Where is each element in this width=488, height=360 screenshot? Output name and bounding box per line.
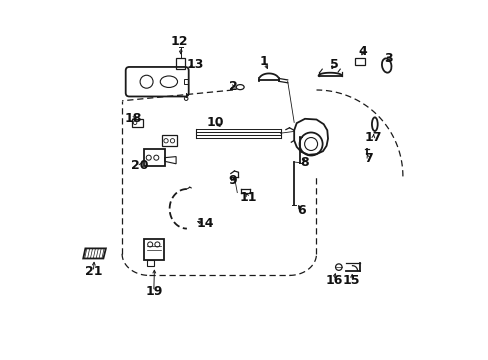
Bar [176,58,185,69]
Text: 11: 11 [239,191,256,204]
Bar [162,135,177,146]
Text: 1: 1 [260,55,268,68]
Text: 8: 8 [300,156,309,169]
Text: 21: 21 [84,265,102,278]
Text: 12: 12 [170,35,187,48]
Text: 14: 14 [196,217,213,230]
Bar [355,58,365,65]
Bar [183,79,188,84]
Bar [146,260,154,266]
Text: 6: 6 [297,204,305,217]
Text: 13: 13 [186,58,203,71]
Bar [144,239,164,260]
Text: 20: 20 [131,159,148,172]
Text: 3: 3 [384,52,392,65]
Text: 17: 17 [364,131,381,144]
Text: 7: 7 [364,152,372,165]
Bar [132,119,142,127]
Text: 19: 19 [145,285,162,298]
Text: 15: 15 [342,274,360,287]
Bar [143,149,164,166]
Text: 16: 16 [325,274,342,287]
Text: 18: 18 [124,112,142,125]
Text: 4: 4 [358,45,367,58]
Text: 10: 10 [206,116,224,129]
Text: 9: 9 [228,174,237,187]
Text: 5: 5 [329,58,338,71]
Text: 2: 2 [228,80,237,93]
